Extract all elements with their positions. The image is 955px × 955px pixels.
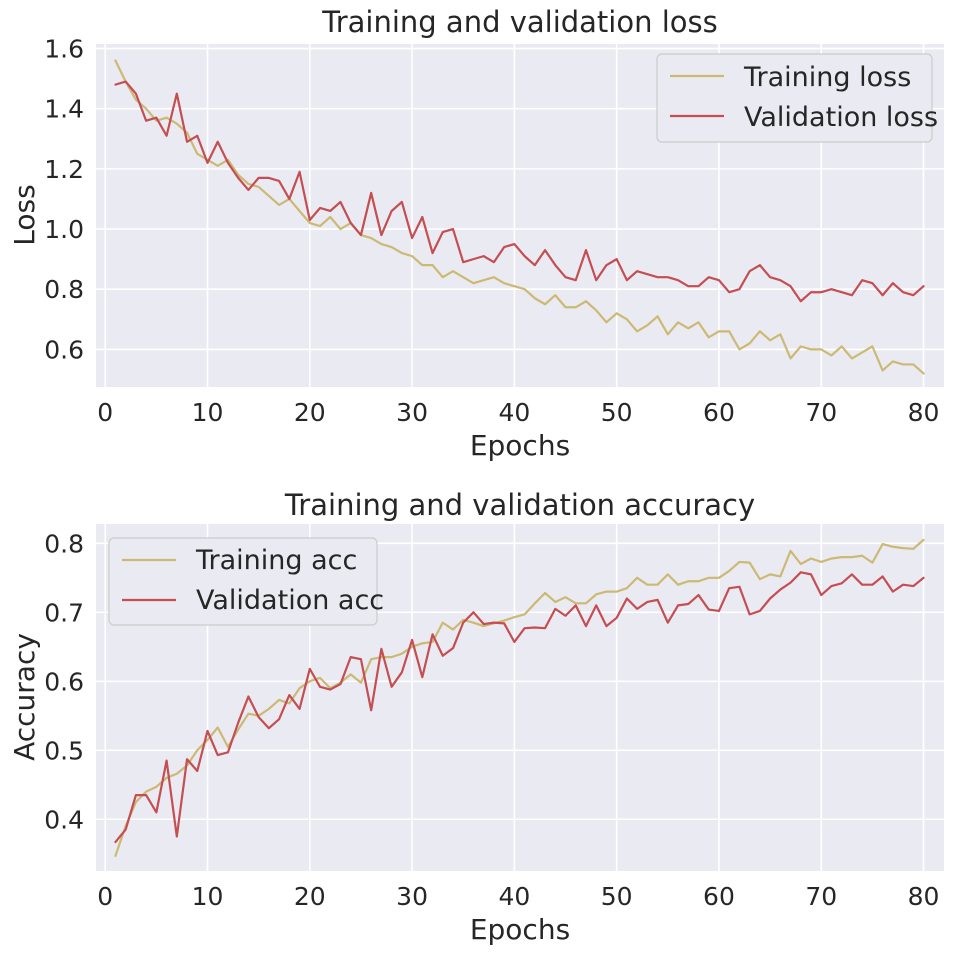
loss-x-tick-labels: 0 10 20 30 40 50 60 70 80	[97, 398, 939, 427]
accuracy-legend: Training acc Validation acc	[108, 537, 384, 626]
loss-y-tick-label: 1.6	[44, 35, 84, 64]
loss-y-tick-labels: 0.6 0.8 1.0 1.2 1.4 1.6	[44, 35, 84, 365]
loss-x-tick-label: 30	[396, 398, 428, 427]
loss-legend: Training loss Validation loss	[656, 53, 938, 143]
accuracy-series-training-line	[114, 538, 925, 857]
loss-chart-title: Training and validation loss	[321, 5, 717, 39]
loss-x-tick-label: 10	[192, 398, 224, 427]
accuracy-y-tick-label: 0.8	[44, 529, 84, 558]
loss-legend-label-validation: Validation loss	[744, 102, 938, 133]
loss-y-tick-label: 0.8	[44, 275, 84, 304]
loss-series-lines	[114, 59, 925, 375]
accuracy-y-tick-labels: 0.4 0.5 0.6 0.7 0.8	[44, 529, 84, 834]
accuracy-y-tick-label: 0.5	[44, 736, 84, 765]
accuracy-x-tick-label: 80	[908, 882, 940, 911]
accuracy-x-tick-label: 20	[294, 882, 326, 911]
loss-chart-panel: 0 10 20 30 40 50 60 70 80 0.6 0.8 1.0 1.2 1.4 1.6 Tra…	[8, 5, 944, 462]
accuracy-x-axis-label: Epochs	[470, 913, 570, 946]
accuracy-legend-label-validation: Validation acc	[196, 585, 384, 616]
loss-x-tick-label: 60	[703, 398, 735, 427]
loss-y-tick-label: 1.4	[44, 95, 84, 124]
accuracy-y-tick-label: 0.4	[44, 805, 84, 834]
accuracy-chart-title: Training and validation accuracy	[284, 488, 755, 522]
accuracy-chart-panel: 0 10 20 30 40 50 60 70 80 0.4 0.5 0.6 0.7 0.8 Traini…	[8, 488, 944, 946]
loss-legend-label-training: Training loss	[743, 62, 911, 93]
accuracy-x-tick-label: 60	[703, 882, 735, 911]
accuracy-series-lines	[114, 538, 925, 857]
loss-x-tick-label: 40	[498, 398, 530, 427]
loss-y-tick-label: 0.6	[44, 335, 84, 364]
loss-y-tick-label: 1.0	[44, 215, 84, 244]
loss-y-tick-label: 1.2	[44, 155, 84, 184]
loss-y-axis-label: Loss	[8, 184, 41, 245]
loss-legend-box	[656, 53, 933, 143]
loss-x-tick-label: 20	[294, 398, 326, 427]
accuracy-x-tick-label: 40	[498, 882, 530, 911]
accuracy-x-tick-label: 0	[97, 882, 113, 911]
loss-x-tick-label: 70	[805, 398, 837, 427]
loss-series-validation-line	[114, 80, 925, 303]
accuracy-x-tick-label: 50	[601, 882, 633, 911]
accuracy-x-tick-label: 70	[805, 882, 837, 911]
accuracy-y-tick-label: 0.7	[44, 598, 84, 627]
accuracy-x-tick-labels: 0 10 20 30 40 50 60 70 80	[97, 882, 939, 911]
accuracy-x-tick-label: 10	[192, 882, 224, 911]
loss-x-tick-label: 80	[908, 398, 940, 427]
accuracy-y-tick-label: 0.6	[44, 667, 84, 696]
loss-x-tick-label: 50	[601, 398, 633, 427]
accuracy-legend-label-training: Training acc	[195, 545, 357, 576]
accuracy-x-tick-label: 30	[396, 882, 428, 911]
loss-x-axis-label: Epochs	[470, 429, 570, 462]
accuracy-y-axis-label: Accuracy	[8, 633, 41, 761]
loss-series-training-line	[114, 59, 925, 375]
accuracy-series-validation-line	[114, 571, 925, 844]
loss-x-tick-label: 0	[97, 398, 113, 427]
